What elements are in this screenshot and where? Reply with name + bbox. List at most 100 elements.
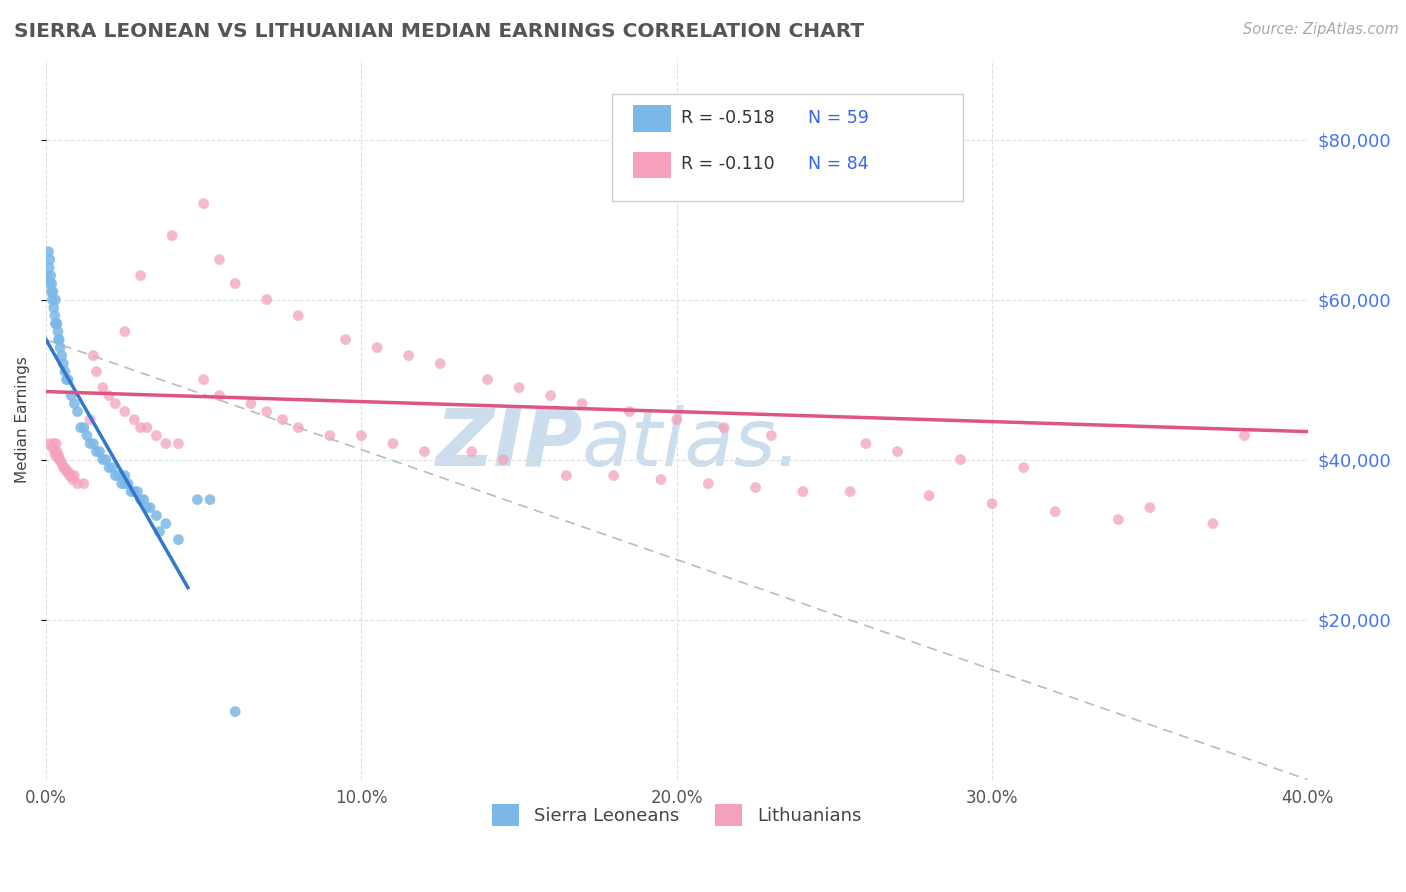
Point (1045, 505, 1067, 519)
Y-axis label: Median Earnings: Median Earnings (15, 356, 30, 483)
Point (540, 389, 562, 403)
Point (42, 436, 65, 450)
Point (167, 533, 190, 547)
Point (792, 484, 814, 499)
Point (981, 497, 1004, 511)
Point (120, 484, 142, 499)
Point (155, 516, 177, 531)
Point (124, 484, 146, 499)
Point (41, 293, 63, 307)
Point (63, 468, 86, 483)
Point (429, 357, 451, 371)
Point (114, 468, 136, 483)
Point (571, 396, 593, 410)
Text: atlas.: atlas. (582, 405, 803, 483)
Point (98, 389, 121, 403)
Point (111, 476, 134, 491)
Point (139, 500, 162, 515)
Text: N = 84: N = 84 (808, 155, 869, 173)
Point (350, 428, 373, 442)
Text: N = 59: N = 59 (808, 109, 869, 127)
Point (45, 436, 67, 450)
Point (45, 317, 67, 331)
Point (52, 357, 75, 371)
Point (62, 473, 84, 487)
Point (127, 484, 149, 499)
Point (60, 389, 83, 403)
Point (129, 492, 152, 507)
Point (135, 500, 157, 515)
Point (44, 317, 66, 331)
Point (319, 428, 342, 442)
Text: SIERRA LEONEAN VS LITHUANIAN MEDIAN EARNINGS CORRELATION CHART: SIERRA LEONEAN VS LITHUANIAN MEDIAN EARN… (14, 22, 865, 41)
Point (89, 444, 111, 458)
Point (94, 452, 117, 467)
Point (51, 457, 73, 471)
Point (167, 436, 190, 450)
Point (51, 349, 73, 363)
Point (114, 476, 136, 491)
Point (38, 436, 60, 450)
Point (48, 449, 70, 463)
Point (287, 309, 309, 323)
Point (145, 508, 167, 523)
Point (79, 436, 101, 450)
Point (104, 468, 127, 483)
Point (114, 404, 136, 418)
Point (117, 476, 139, 491)
Point (44, 444, 66, 458)
Point (335, 333, 357, 347)
Point (224, 705, 246, 719)
Point (713, 420, 735, 434)
Point (949, 452, 972, 467)
Point (256, 293, 278, 307)
Point (619, 404, 641, 418)
Point (886, 444, 908, 458)
Point (477, 373, 499, 387)
Point (1139, 500, 1161, 515)
Point (208, 389, 231, 403)
Point (224, 277, 246, 291)
Point (56, 373, 79, 387)
Point (381, 436, 404, 450)
Point (650, 473, 672, 487)
Point (73, 420, 96, 434)
Point (79, 412, 101, 426)
Point (697, 476, 720, 491)
Point (59, 468, 82, 483)
Point (55, 373, 77, 387)
Point (42, 301, 65, 315)
Point (46, 317, 69, 331)
Point (37, 268, 59, 283)
Point (744, 481, 766, 495)
Point (1012, 460, 1035, 475)
Point (49, 341, 72, 355)
Point (44, 293, 66, 307)
Point (839, 484, 862, 499)
Point (918, 489, 941, 503)
Text: R = -0.518: R = -0.518 (681, 109, 775, 127)
Point (86, 444, 108, 458)
Point (38, 260, 60, 275)
Point (91, 452, 114, 467)
Point (53, 365, 76, 379)
Point (39, 277, 62, 291)
Text: R = -0.110: R = -0.110 (681, 155, 775, 173)
Point (193, 373, 215, 387)
Point (129, 268, 152, 283)
Point (56, 465, 79, 479)
Point (508, 381, 530, 395)
Point (76, 428, 98, 442)
Point (160, 228, 183, 243)
Point (1233, 428, 1256, 442)
Point (37, 244, 59, 259)
Point (38, 252, 60, 267)
Point (46, 325, 69, 339)
Point (39, 268, 62, 283)
Point (398, 349, 420, 363)
Point (208, 252, 231, 267)
Point (86, 365, 108, 379)
Point (413, 444, 436, 458)
Point (155, 436, 177, 450)
Point (602, 468, 624, 483)
